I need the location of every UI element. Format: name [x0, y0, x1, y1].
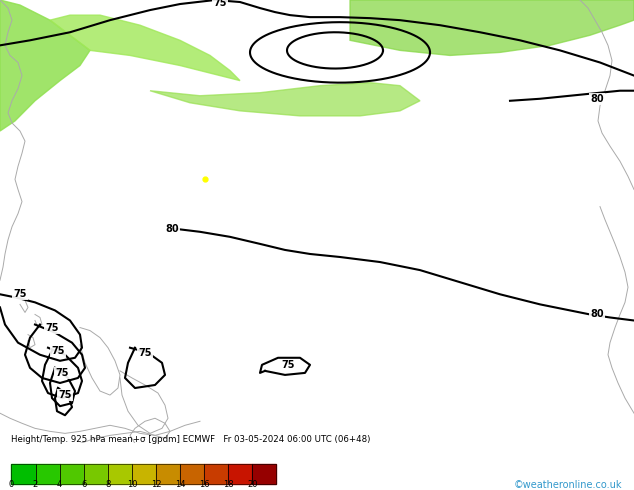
Text: 75: 75: [213, 0, 227, 8]
Text: 2: 2: [33, 480, 38, 489]
Text: 80: 80: [165, 224, 179, 234]
Polygon shape: [50, 15, 240, 81]
Text: 75: 75: [138, 348, 152, 358]
Text: 10: 10: [127, 480, 137, 489]
Text: 75: 75: [58, 390, 72, 400]
Text: 6: 6: [81, 480, 86, 489]
Text: Height/Temp. 925 hPa mean+σ [gpdm] ECMWF   Fr 03-05-2024 06:00 UTC (06+48): Height/Temp. 925 hPa mean+σ [gpdm] ECMWF…: [11, 436, 371, 444]
Text: 80: 80: [590, 94, 604, 104]
Text: 12: 12: [151, 480, 161, 489]
Text: 16: 16: [199, 480, 209, 489]
Text: 8: 8: [105, 480, 110, 489]
Text: ©weatheronline.co.uk: ©weatheronline.co.uk: [514, 480, 623, 490]
Text: 75: 75: [281, 360, 295, 370]
Text: 18: 18: [223, 480, 233, 489]
Text: 75: 75: [55, 368, 68, 378]
Text: 80: 80: [590, 310, 604, 319]
Text: 0: 0: [9, 480, 14, 489]
Text: 4: 4: [57, 480, 62, 489]
Text: 75: 75: [51, 346, 65, 356]
Polygon shape: [350, 0, 634, 55]
Text: 75: 75: [13, 289, 27, 299]
Text: 20: 20: [247, 480, 257, 489]
Text: 75: 75: [45, 322, 59, 333]
Text: 14: 14: [175, 480, 185, 489]
Polygon shape: [0, 0, 90, 131]
Polygon shape: [150, 83, 420, 116]
